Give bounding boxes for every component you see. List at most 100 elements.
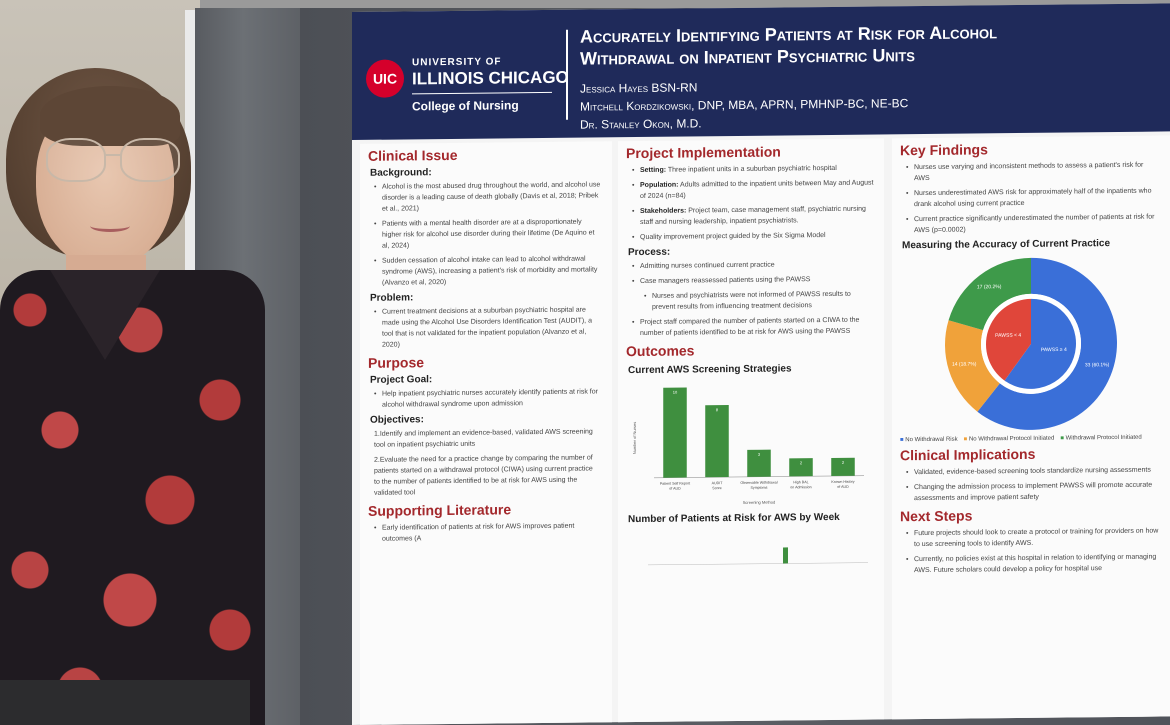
implementation-bullet: Quality improvement project guided by th… xyxy=(632,230,874,244)
bar-category-label: AUDIT xyxy=(712,481,724,485)
weekly-axis xyxy=(648,562,868,566)
bar-category-label: Observable Withdrawal xyxy=(740,481,777,485)
donut-inner-slice xyxy=(986,298,1031,381)
bar-data-label: 2 xyxy=(800,460,803,465)
weekly-bar xyxy=(783,547,788,564)
problem-label: Problem: xyxy=(370,292,414,304)
screening-bar-chart: Number of Nurses Screening Method 10 Patien… xyxy=(628,376,874,509)
project-goal-bullet: Help inpatient psychiatric nurses accura… xyxy=(374,386,602,410)
smile xyxy=(90,220,130,232)
header-vertical-divider xyxy=(566,29,568,120)
donut-svg: 33 (60.1%) 14 (18.7%) 17 (20.2%) PAWSS ≥ 4 P… xyxy=(945,257,1117,430)
bar xyxy=(663,387,687,478)
header-divider xyxy=(412,91,552,95)
bar-category-label: High BAL xyxy=(793,480,808,484)
bar-data-label: 10 xyxy=(673,390,678,395)
legend-item: ■ No Withdrawal Protocol Initiated xyxy=(963,435,1055,443)
supporting-literature-heading: Supporting Literature xyxy=(368,501,512,519)
background-bullet: Alcohol is the most abused drug througho… xyxy=(374,179,602,214)
background-label: Background: xyxy=(370,167,432,179)
bangs xyxy=(40,86,180,146)
poster-column-2: Project Implementation Setting: Three in… xyxy=(618,138,884,723)
uic-logo: UIC xyxy=(366,59,404,98)
lens-right xyxy=(120,138,180,182)
bullet-label: Stakeholders: xyxy=(640,207,687,215)
bar-category-label: of AUD xyxy=(837,485,849,489)
outcomes-heading: Outcomes xyxy=(626,342,695,360)
person xyxy=(0,60,270,725)
purpose-heading: Purpose xyxy=(368,354,425,371)
background-bullet: Sudden cessation of alcohol intake can l… xyxy=(374,253,602,288)
problem-bullet: Current treatment decisions at a suburba… xyxy=(374,304,602,350)
project-implementation-heading: Project Implementation xyxy=(626,143,781,162)
bullet-label: Population: xyxy=(640,181,679,189)
objectives-label: Objectives: xyxy=(370,414,424,426)
donut-outer-slice-label: 33 (60.1%) xyxy=(1085,362,1110,368)
bar-category-label: Patient Self Report xyxy=(660,481,690,485)
pants xyxy=(0,680,250,725)
college-name: College of Nursing xyxy=(412,98,519,114)
project-goal-label: Project Goal: xyxy=(370,374,433,386)
research-poster: UIC UNIVERSITY OF ILLINOIS CHICAGO Colle… xyxy=(352,3,1170,725)
university-small: UNIVERSITY OF xyxy=(412,56,502,69)
process-sub-bullet: Nurses and psychiatrists were not inform… xyxy=(644,289,874,313)
bar-category-label: Score xyxy=(712,486,721,490)
process-bullet: Case managers reassessed patients using … xyxy=(632,274,874,288)
finding-bullet: Nurses underestimated AWS risk for appro… xyxy=(906,186,1160,211)
bullet-text: Three inpatient units in a suburban psyc… xyxy=(666,164,837,174)
poster-column-1: Clinical Issue Background: Alcohol is th… xyxy=(360,141,612,725)
bullet-label: Setting: xyxy=(640,166,667,174)
donut-outer-slice xyxy=(977,257,1117,430)
measuring-title: Measuring the Accuracy of Current Practi… xyxy=(902,238,1111,252)
glasses-bridge xyxy=(104,154,122,156)
bar-chart-title: Current AWS Screening Strategies xyxy=(628,363,792,377)
objective-item: 1.Identify and implement an evidence-bas… xyxy=(374,428,593,449)
process-label: Process: xyxy=(628,246,671,259)
literature-bullet: Early identification of patients at risk… xyxy=(374,520,602,544)
background-bullet: Patients with a mental health disorder a… xyxy=(374,216,602,251)
university-name: ILLINOIS CHICAGO xyxy=(412,67,569,89)
implication-bullet: Validated, evidence-based screening tool… xyxy=(906,465,1160,479)
bar-x-label: Screening Method xyxy=(743,500,775,505)
donut-outer-slice xyxy=(945,320,1000,412)
implementation-bullet: Population: Adults admitted to the inpat… xyxy=(632,178,874,203)
next-step-bullet: Future projects should look to create a … xyxy=(906,526,1160,551)
implication-bullet: Changing the admission process to implem… xyxy=(906,480,1160,505)
bar-data-label: 2 xyxy=(842,460,845,465)
next-steps-heading: Next Steps xyxy=(900,507,973,525)
donut-outer-slice-label: 14 (18.7%) xyxy=(952,361,977,367)
author-2: Mitchell Kordzikowski, DNP, MBA, APRN, P… xyxy=(580,96,909,114)
bullet-text: Quality improvement project guided by th… xyxy=(640,232,826,241)
finding-bullet: Nurses use varying and inconsistent meth… xyxy=(906,160,1160,185)
finding-bullet: Current practice significantly underesti… xyxy=(906,212,1160,237)
weekly-chart-title: Number of Patients at Risk for AWS by We… xyxy=(628,511,840,526)
poster-column-3: Key Findings Nurses use varying and inco… xyxy=(892,135,1170,720)
donut-inner-slice-label: PAWSS ≥ 4 xyxy=(1041,347,1067,353)
floral-blouse xyxy=(0,270,265,725)
objective-item: 2.Evaluate the need for a practice chang… xyxy=(374,454,593,497)
bar-data-label: 3 xyxy=(758,452,761,457)
process-bullet: Admitting nurses continued current pract… xyxy=(632,259,874,273)
author-3: Dr. Stanley Okon, M.D. xyxy=(580,116,702,132)
weekly-chart-stub xyxy=(628,525,874,568)
bar-data-label: 8 xyxy=(716,407,719,412)
bar-category-label: Symptoms xyxy=(751,486,768,490)
legend-item: ■ No Withdrawal Risk xyxy=(900,436,958,444)
weekly-chart-svg xyxy=(648,547,868,566)
bar-category-label: of AUD xyxy=(669,487,681,491)
donut-outer-slice xyxy=(948,257,1031,331)
bar xyxy=(747,449,771,477)
next-step-bullet: Currently, no policies exist at this hos… xyxy=(906,552,1160,577)
key-findings-heading: Key Findings xyxy=(900,141,988,159)
bar-chart-svg: Number of Nurses Screening Method 10 Patien… xyxy=(632,387,864,505)
legend-item: ■ Withdrawal Protocol Initiated xyxy=(1060,434,1142,442)
process-bullet: Project staff compared the number of pat… xyxy=(632,315,874,340)
implementation-bullet: Stakeholders: Project team, case managem… xyxy=(632,204,874,229)
bar xyxy=(789,458,813,477)
glasses xyxy=(46,138,186,188)
authors: Jessica Hayes BSN-RN Mitchell Kordzikows… xyxy=(580,76,908,133)
poster-title: Accurately Identifying Patients at Risk … xyxy=(580,19,1170,69)
implementation-bullet: Setting: Three inpatient units in a subu… xyxy=(632,163,874,177)
donut-outer-slice-label: 17 (20.2%) xyxy=(977,284,1002,290)
lens-left xyxy=(46,138,106,182)
